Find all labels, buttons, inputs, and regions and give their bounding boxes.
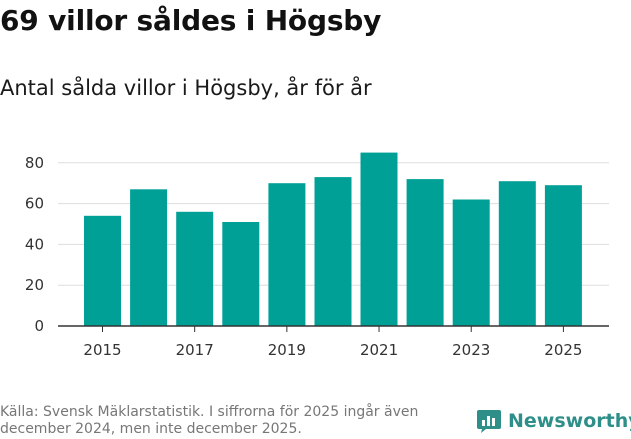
bar-2017 (176, 211, 214, 326)
bar-2020 (314, 177, 352, 326)
x-tick-label: 2015 (83, 341, 121, 359)
y-tick-label: 0 (34, 317, 44, 335)
newsworthy-logo-icon (477, 410, 501, 433)
brand-name: Newsworthy (508, 410, 631, 432)
bar-2015 (84, 215, 121, 326)
y-tick-label: 20 (25, 276, 44, 294)
y-tick-label: 80 (25, 154, 44, 172)
x-tick-label: 2023 (452, 341, 490, 359)
bar-2021 (360, 152, 398, 326)
x-tick-label: 2019 (268, 341, 306, 359)
chart-title: 69 villor såldes i Högsby (0, 4, 382, 37)
bar-2022 (406, 179, 444, 326)
bar-2016 (130, 189, 168, 326)
bars (84, 152, 582, 326)
chart-subtitle: Antal sålda villor i Högsby, år för år (0, 76, 372, 100)
x-tick-label: 2017 (176, 341, 214, 359)
bar-chart: 0 20 40 60 80 2015 2017 2019 2021 2023 2025 (25, 152, 609, 359)
bar-2018 (222, 222, 260, 326)
y-tick-label: 40 (25, 235, 44, 253)
x-tick-label: 2025 (544, 341, 582, 359)
newsworthy-logo: Newsworthy (476, 408, 631, 434)
bar-2023 (452, 199, 490, 326)
axes: 0 20 40 60 80 2015 2017 2019 2021 2023 2025 (25, 154, 609, 359)
bar-2025 (544, 185, 582, 326)
source-caption: Källa: Svensk Mäklarstatistik. I siffror… (0, 404, 419, 437)
bar-2024 (498, 181, 536, 326)
bar-2019 (268, 183, 306, 326)
y-tick-label: 60 (25, 195, 44, 213)
x-tick-label: 2021 (360, 341, 398, 359)
